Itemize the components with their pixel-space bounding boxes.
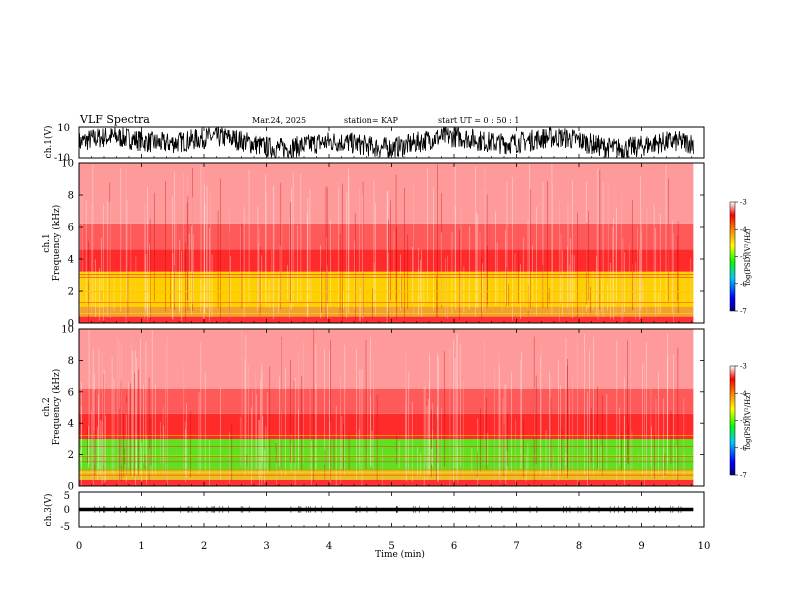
figure-title: VLF Spectra <box>79 113 150 126</box>
ch3-ytick-mid: 0 <box>64 505 70 516</box>
colorbar-tick-label: -4 <box>740 226 747 234</box>
xtick-label: 7 <box>513 541 519 552</box>
xtick-label: 4 <box>326 541 332 552</box>
ch3-ytick-bottom: -5 <box>60 522 70 533</box>
spectrogram-band <box>79 316 694 323</box>
ch1-ytick-bottom: -10 <box>54 153 70 164</box>
xtick-label: 9 <box>638 541 644 552</box>
spectrogram-band <box>79 388 694 414</box>
ytick-label: 4 <box>68 255 74 266</box>
xtick-label: 3 <box>263 541 269 552</box>
start-time-label: start UT = 0 : 50 : 1 <box>438 116 519 125</box>
ch3-waveform-panel: 5 0 -5 ch.3(V) <box>43 491 705 533</box>
xtick-label: 2 <box>201 541 207 552</box>
ch3-waveform-ylabel: ch.3(V) <box>43 494 54 527</box>
colorbar-tick-label: -7 <box>740 308 747 316</box>
ch1-waveform-panel: 10 -10 ch.1(V) <box>43 123 705 164</box>
ch2-spectrogram-streaks <box>79 329 694 486</box>
colorbar-tick-label: -5 <box>740 253 747 261</box>
ytick-label: 4 <box>68 419 74 430</box>
ytick-label: 8 <box>68 191 74 202</box>
ch1-colorbar-ticks: -3 -4 -5 -6 -7 <box>735 199 747 316</box>
ch2-spectrogram-ylabel: Frequency (kHz) <box>51 369 62 446</box>
ytick-label: 0 <box>68 319 74 330</box>
xtick-label: 5 <box>388 541 394 552</box>
xtick-label: 0 <box>76 541 82 552</box>
ytick-label: 2 <box>68 287 74 298</box>
ytick-label: 6 <box>68 223 74 234</box>
ch1-spectrogram-yticks: 0 2 4 6 8 10 <box>61 159 704 330</box>
ch1-colorbar <box>729 201 736 312</box>
ytick-label: 10 <box>61 325 74 336</box>
ch1-waveform-ylabel: ch.1(V) <box>43 126 54 159</box>
colorbar-tick-label: -7 <box>740 472 747 480</box>
colorbar-tick-label: -3 <box>740 363 747 371</box>
spectrogram-band <box>79 413 694 439</box>
ch1-spectrogram-streaks <box>79 163 694 323</box>
spectrogram-band <box>79 479 694 486</box>
xtick-label: 10 <box>698 541 711 552</box>
ch1-ytick-top: 10 <box>57 123 70 134</box>
colorbar-tick-label: -6 <box>740 444 747 452</box>
spectrogram-band <box>79 329 694 389</box>
ch1-colorbar-label: log(PSD)(V²/Hz) <box>744 228 752 285</box>
ch3-waveform-spikes <box>94 506 682 513</box>
colorbar-tick-label: -6 <box>740 280 747 288</box>
ch2-channel-label: ch.2 <box>42 397 52 416</box>
colorbar-tick-label: -5 <box>740 417 747 425</box>
colorbar-tick-label: -4 <box>740 390 747 398</box>
ytick-label: 2 <box>68 450 74 461</box>
xtick-label: 1 <box>138 541 144 552</box>
ch1-spectrogram-ylabel: Frequency (kHz) <box>51 205 62 282</box>
ch1-waveform-trace <box>78 127 694 159</box>
ch2-colorbar-ticks: -3 -4 -5 -6 -7 <box>735 363 747 480</box>
ch2-colorbar <box>729 365 736 476</box>
station-label: station= KAP <box>344 116 399 125</box>
time-axis-label: Time (min) <box>375 549 425 560</box>
xtick-label: 8 <box>576 541 582 552</box>
spectrogram-band <box>79 249 694 272</box>
colorbar-tick-label: -3 <box>740 199 747 207</box>
ytick-label: 6 <box>68 387 74 398</box>
time-axis-ticks <box>78 127 705 527</box>
ch3-ytick-top: 5 <box>64 491 70 502</box>
ch2-colorbar-label: log(PSD)(V²/Hz) <box>744 392 752 449</box>
ytick-label: 8 <box>68 356 74 367</box>
time-axis-labels: 0 1 2 3 4 5 6 7 8 9 10 <box>76 541 711 552</box>
date-label: Mar.24, 2025 <box>252 116 306 125</box>
ch1-channel-label: ch.1 <box>42 233 52 252</box>
ch3-waveform-trace <box>79 507 694 512</box>
ytick-label: 0 <box>68 482 74 493</box>
spectrogram-band <box>79 163 694 224</box>
spectrogram-band <box>79 307 694 317</box>
spectrogram-band <box>79 223 694 250</box>
ytick-label: 10 <box>61 159 74 170</box>
xtick-label: 6 <box>451 541 457 552</box>
ch2-spectrogram-yticks: 0 2 4 6 8 10 <box>61 325 704 493</box>
